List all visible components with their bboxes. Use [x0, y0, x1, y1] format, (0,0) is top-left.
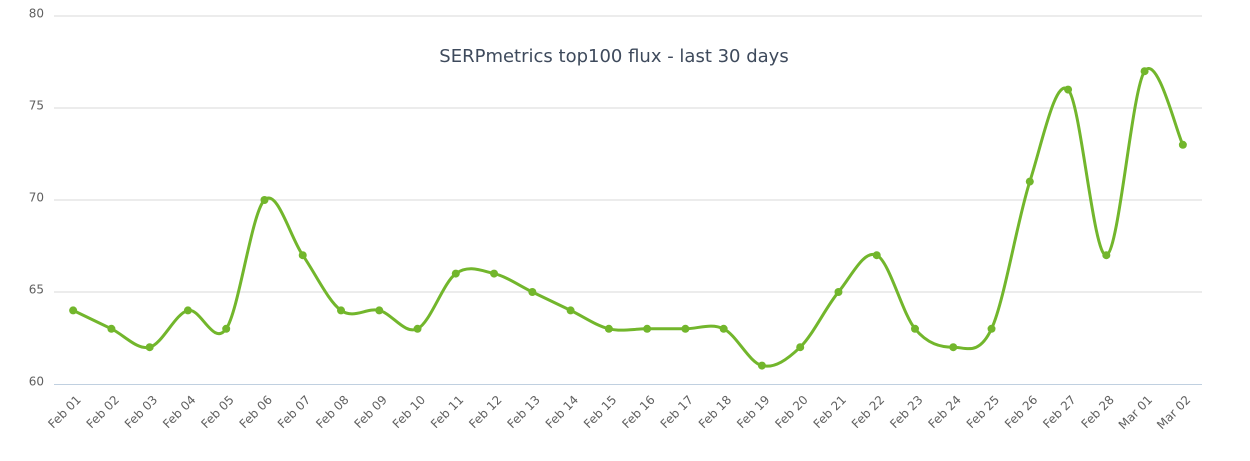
point — [834, 288, 843, 296]
x-tick-label: Feb 16 — [619, 393, 657, 431]
y-tick-label: 60 — [29, 375, 44, 389]
y-tick-label: 75 — [29, 99, 44, 113]
y-tick-label: 80 — [29, 7, 44, 21]
x-tick-label: Feb 14 — [543, 393, 581, 431]
point — [949, 343, 958, 352]
point — [757, 361, 766, 370]
x-tick-label: Feb 04 — [160, 393, 198, 431]
x-tick-label: Feb 03 — [122, 393, 160, 431]
point — [1064, 85, 1073, 94]
point — [260, 196, 269, 204]
point — [604, 324, 613, 333]
point — [183, 306, 192, 315]
x-tick-label: Feb 07 — [275, 393, 313, 431]
y-tick-label: 70 — [29, 191, 44, 205]
point — [566, 306, 575, 315]
point — [337, 306, 345, 315]
point — [872, 251, 881, 260]
point — [719, 324, 728, 333]
point — [222, 324, 231, 333]
x-tick-label: Feb 22 — [849, 393, 887, 431]
x-tick-label: Feb 24 — [925, 393, 963, 431]
x-tick-label: Feb 08 — [313, 393, 351, 431]
point — [528, 288, 537, 296]
point — [681, 324, 690, 333]
point — [643, 324, 652, 333]
point — [911, 324, 919, 333]
point — [413, 324, 422, 333]
x-tick-label: Feb 26 — [1002, 393, 1040, 431]
x-tick-label: Mar 01 — [1116, 393, 1155, 432]
point — [375, 306, 384, 315]
point — [987, 324, 996, 333]
x-tick-label: Feb 05 — [198, 393, 236, 431]
x-tick-label: Feb 23 — [887, 393, 925, 431]
x-tick-label: Feb 19 — [734, 393, 772, 431]
point — [298, 251, 307, 260]
x-tick-label: Feb 10 — [390, 393, 428, 431]
x-tick-label: Feb 11 — [428, 393, 466, 431]
x-tick-label: Feb 28 — [1079, 393, 1117, 431]
point — [107, 324, 116, 333]
x-tick-label: Feb 21 — [811, 393, 849, 431]
x-tick-label: Feb 02 — [84, 393, 122, 431]
point — [69, 306, 78, 315]
point — [451, 269, 460, 278]
point — [490, 269, 499, 278]
point — [145, 343, 154, 352]
x-tick-label: Feb 12 — [466, 393, 504, 431]
x-tick-label: Mar 02 — [1154, 393, 1193, 432]
x-tick-label: Feb 06 — [237, 393, 275, 431]
x-tick-label: Feb 13 — [505, 393, 543, 431]
x-tick-label: Feb 27 — [1040, 393, 1078, 431]
point — [1178, 140, 1187, 149]
x-tick-label: Feb 17 — [658, 393, 696, 431]
x-tick-label: Feb 25 — [964, 393, 1002, 431]
x-tick-label: Feb 01 — [45, 393, 83, 431]
point — [1102, 251, 1111, 260]
x-tick-label: Feb 20 — [772, 393, 810, 431]
chart-title: SERPmetrics top100 flux - last 30 days — [439, 46, 788, 67]
point — [1140, 67, 1149, 76]
x-tick-label: Feb 15 — [581, 393, 619, 431]
point — [796, 343, 805, 352]
y-tick-label: 65 — [29, 283, 44, 297]
x-tick-label: Feb 18 — [696, 393, 734, 431]
line — [72, 66, 1185, 368]
point — [1025, 177, 1034, 186]
x-tick-label: Feb 09 — [351, 393, 389, 431]
